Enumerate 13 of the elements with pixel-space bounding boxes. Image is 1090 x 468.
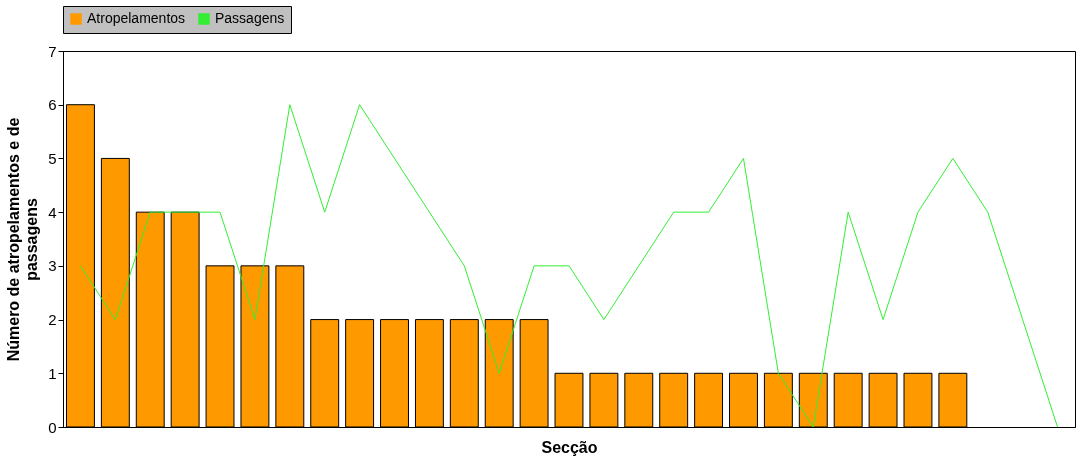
legend-label: Atropelamentos xyxy=(87,10,186,26)
y-tick-label: 5 xyxy=(48,149,57,167)
y-axis-title: Número de atropelamentos e de passagens xyxy=(5,117,41,362)
y-tick-label: 7 xyxy=(48,42,57,60)
y-tick-label: 6 xyxy=(48,96,57,114)
y-tick-label: 4 xyxy=(48,203,57,221)
y-tick-label: 2 xyxy=(48,311,57,329)
y-tick-label: 0 xyxy=(48,418,57,436)
y-tick-label: 1 xyxy=(48,364,57,382)
x-axis-title: Secção xyxy=(541,438,598,456)
legend-label: Passagens xyxy=(215,10,285,26)
y-tick-label: 3 xyxy=(48,257,57,275)
line-series xyxy=(79,104,1059,428)
